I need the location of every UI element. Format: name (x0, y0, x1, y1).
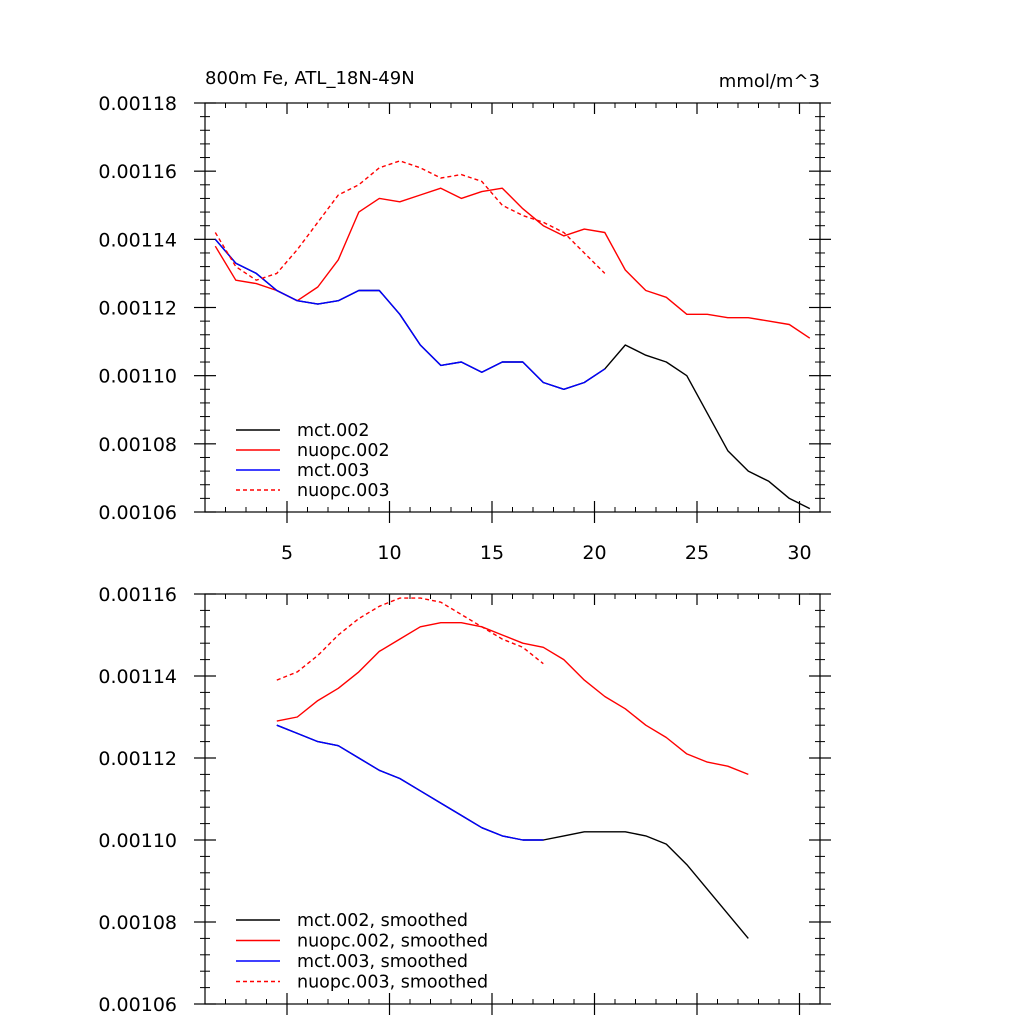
y-tick-label: 0.00106 (98, 502, 177, 524)
y-tick-label: 0.00118 (98, 93, 177, 115)
legend-label: nuopc.003, smoothed (297, 973, 488, 993)
legend-label: nuopc.002, smoothed (297, 932, 488, 952)
y-tick-label: 0.00116 (98, 161, 177, 183)
legend-label: mct.002, smoothed (297, 911, 468, 931)
y-tick-label: 0.00108 (98, 434, 177, 456)
y-tick-label: 0.00112 (98, 748, 177, 770)
x-tick-label: 10 (377, 542, 401, 564)
chart-units: mmol/m^3 (719, 71, 820, 92)
series-line-nuopc-003-smoothed (276, 597, 544, 681)
legend-label: nuopc.002 (297, 441, 390, 461)
y-tick-label: 0.00108 (98, 912, 177, 934)
series-line-mct-003 (214, 238, 606, 390)
x-tick-label: 20 (582, 542, 606, 564)
series-line-nuopc-002 (214, 187, 811, 339)
y-tick-label: 0.00114 (98, 666, 177, 688)
legend-label: nuopc.003 (297, 481, 390, 501)
y-tick-label: 0.00106 (98, 994, 177, 1016)
x-tick-label: 25 (685, 542, 709, 564)
legend-label: mct.003 (297, 461, 370, 481)
bottom-panel: 0.00106 0.00108 0.00110 0.00112 0.00114 0.001… (98, 584, 831, 1016)
series-line-nuopc-002-smoothed (276, 622, 749, 776)
y-tick-label: 0.00110 (98, 366, 177, 388)
y-tick-label: 0.00112 (98, 298, 177, 320)
series-line-nuopc-003 (214, 160, 606, 281)
legend-label: mct.003, smoothed (297, 952, 468, 972)
y-tick-label: 0.00116 (98, 584, 177, 606)
y-tick-label: 0.00114 (98, 229, 177, 251)
y-tick-label: 0.00110 (98, 830, 177, 852)
chart-title: 800m Fe, ATL_18N-49N (205, 68, 415, 89)
series-line-mct-002-smoothed (276, 724, 749, 939)
legend-label: mct.002 (297, 421, 370, 441)
top-panel: 5 10 15 20 25 30 0.00106 0.00108 0.00110 0.00112 0… (98, 93, 831, 564)
series-line-mct-003-smoothed (276, 724, 544, 841)
x-tick-label: 15 (480, 542, 504, 564)
x-tick-label: 5 (281, 542, 293, 564)
x-tick-label: 30 (787, 542, 811, 564)
